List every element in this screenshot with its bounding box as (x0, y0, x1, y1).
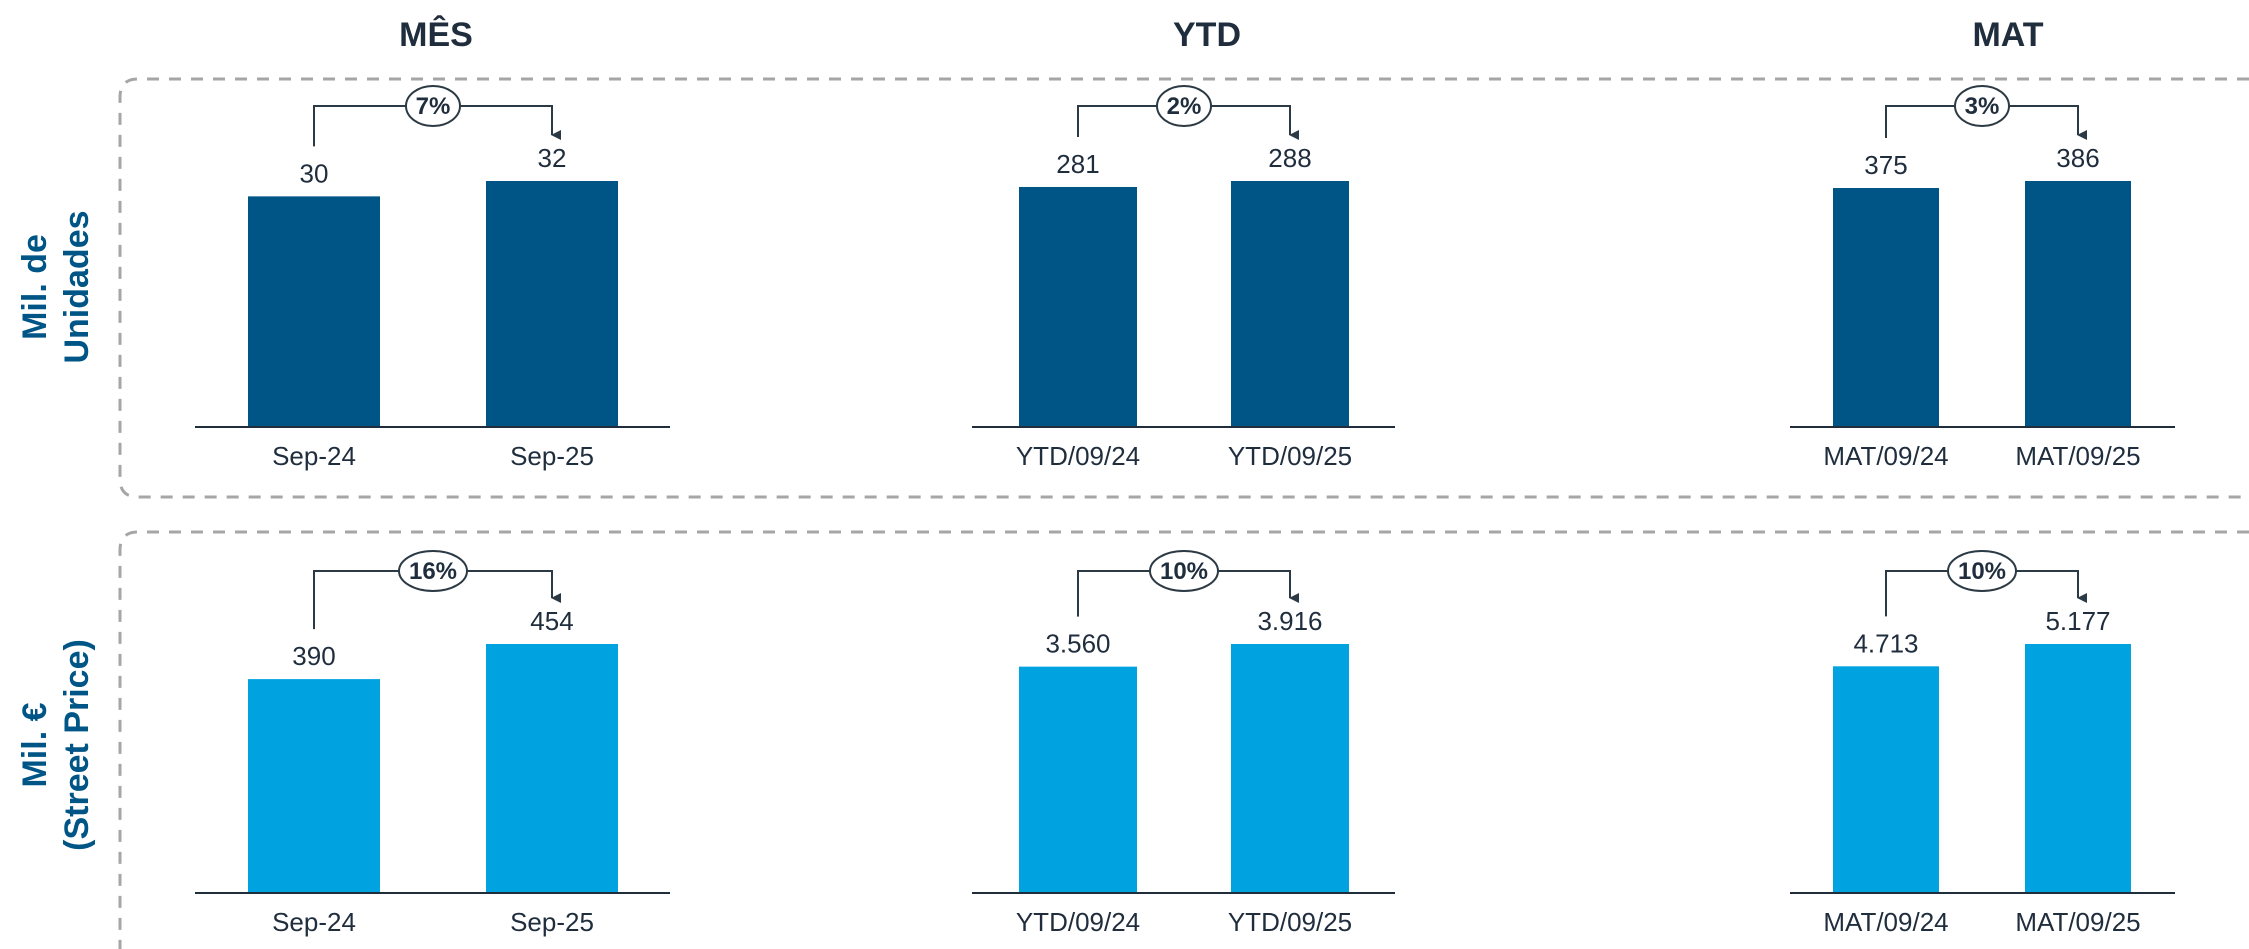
panel-units-mxs: 30 Sep-24 32 Sep-25 7% (195, 85, 670, 471)
panel-value-mat-value-label-2: 5.177 (2045, 606, 2110, 636)
panel-units-ytd-bar-2 (1231, 181, 1349, 427)
panel-value-ytd-value-label-2: 3.916 (1257, 606, 1322, 636)
panel-value-mxs-category-label-1: Sep-24 (272, 907, 356, 937)
panel-value-mat-value-label-1: 4.713 (1853, 628, 1918, 658)
panel-units-ytd: 281 YTD/09/24 288 YTD/09/25 2% (972, 85, 1395, 471)
chart-panels: 30 Sep-24 32 Sep-25 7% 281 YTD/09/24 288 YTD/09/… (195, 85, 2175, 937)
panel-units-mxs-value-label-1: 30 (300, 158, 329, 188)
panel-value-mxs-bar-2 (486, 644, 618, 893)
panel-units-mat-change-badge (1954, 85, 2010, 127)
panel-value-ytd-bar-2 (1231, 644, 1349, 893)
panel-units-mxs-category-label-2: Sep-25 (510, 441, 594, 471)
row-border-value (118, 530, 2249, 949)
panel-units-mxs-bar-2 (486, 181, 618, 427)
panel-value-ytd: 3.560 YTD/09/24 3.916 YTD/09/25 10% (972, 550, 1395, 937)
panel-value-ytd-value-label-1: 3.560 (1045, 629, 1110, 659)
column-title-mat: MAT (1972, 16, 2043, 54)
column-title-mes: MÊS (399, 16, 473, 54)
panel-value-mxs-change-badge (398, 550, 468, 592)
panel-value-mat-category-label-1: MAT/09/24 (1823, 907, 1948, 937)
panel-value-mxs-bar-1 (248, 679, 380, 893)
panel-units-mxs-change-badge (405, 85, 461, 127)
panel-units-ytd-change-label: 2% (1167, 93, 1202, 120)
panel-value-mat-change-label: 10% (1958, 558, 2006, 585)
panel-units-mxs-bar-1 (248, 196, 380, 427)
row-title-value: Mil. € (Street Price) (16, 639, 96, 851)
panel-value-mat-category-label-2: MAT/09/25 (2015, 907, 2140, 937)
panel-value-ytd-change-badge (1149, 550, 1219, 592)
panel-units-ytd-category-label-1: YTD/09/24 (1016, 441, 1140, 471)
row-title-value-line-1: Mil. € (16, 702, 54, 787)
panel-units-mat-change-label: 3% (1965, 93, 2000, 120)
panel-value-mxs-value-label-1: 390 (292, 641, 335, 671)
column-title-ytd: YTD (1173, 16, 1241, 54)
panel-units-mat-bar-1 (1833, 188, 1939, 427)
panel-units-mat-category-label-2: MAT/09/25 (2015, 441, 2140, 471)
panel-units-mxs-value-label-2: 32 (538, 143, 567, 173)
row-title-value-line-2: (Street Price) (58, 639, 96, 851)
panel-units-mat: 375 MAT/09/24 386 MAT/09/25 3% (1790, 85, 2175, 471)
panel-units-ytd-change-badge (1156, 85, 1212, 127)
panel-units-mxs-change-label: 7% (416, 93, 451, 120)
panel-units-mat-bar-2 (2025, 181, 2131, 427)
panel-units-ytd-category-label-2: YTD/09/25 (1228, 441, 1352, 471)
panel-units-mat-category-label-1: MAT/09/24 (1823, 441, 1948, 471)
row-title-units-line-1: Mil. de (16, 234, 54, 340)
panel-value-ytd-category-label-1: YTD/09/24 (1016, 907, 1140, 937)
panel-value-mxs-change-label: 16% (409, 558, 457, 585)
row-title-units-line-2: Unidades (58, 210, 96, 363)
row-title-units: Mil. de Unidades (16, 210, 96, 363)
panel-units-mxs-category-label-1: Sep-24 (272, 441, 356, 471)
panel-units-ytd-value-label-1: 281 (1056, 149, 1099, 179)
row-border-units (118, 77, 2249, 499)
panel-value-mat: 4.713 MAT/09/24 5.177 MAT/09/25 10% (1790, 550, 2175, 937)
panel-value-mxs: 390 Sep-24 454 Sep-25 16% (195, 550, 670, 937)
panel-units-mat-value-label-2: 386 (2056, 143, 2099, 173)
panel-units-ytd-value-label-2: 288 (1268, 143, 1311, 173)
panel-value-mxs-category-label-2: Sep-25 (510, 907, 594, 937)
panel-value-mat-bar-1 (1833, 666, 1939, 893)
panel-value-ytd-bar-1 (1019, 666, 1137, 893)
panel-value-mxs-value-label-2: 454 (530, 606, 573, 636)
panel-value-ytd-change-label: 10% (1160, 558, 1208, 585)
panel-value-mat-change-badge (1947, 550, 2017, 592)
panel-value-mat-bar-2 (2025, 644, 2131, 893)
panel-value-ytd-category-label-2: YTD/09/25 (1228, 907, 1352, 937)
panel-units-mat-value-label-1: 375 (1864, 150, 1907, 180)
panel-units-ytd-bar-1 (1019, 186, 1137, 427)
